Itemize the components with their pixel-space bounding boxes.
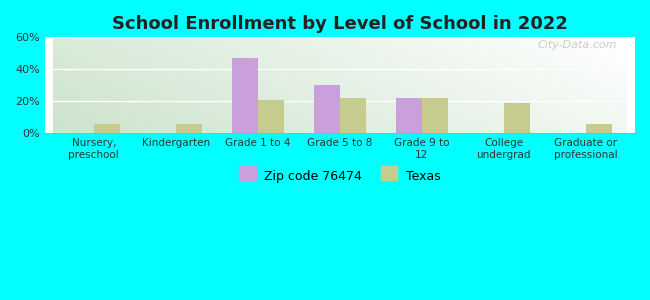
Legend: Zip code 76474, Texas: Zip code 76474, Texas <box>239 170 441 183</box>
Bar <box>422 98 448 133</box>
Bar <box>586 124 612 133</box>
Bar <box>340 98 366 133</box>
Title: School Enrollment by Level of School in 2022: School Enrollment by Level of School in … <box>112 15 567 33</box>
Bar <box>396 98 422 133</box>
Bar <box>176 124 202 133</box>
Bar <box>231 58 258 133</box>
Bar <box>258 100 284 133</box>
Text: City-Data.com: City-Data.com <box>538 40 618 50</box>
Bar <box>94 124 120 133</box>
Bar <box>313 85 340 133</box>
Bar <box>504 103 530 133</box>
